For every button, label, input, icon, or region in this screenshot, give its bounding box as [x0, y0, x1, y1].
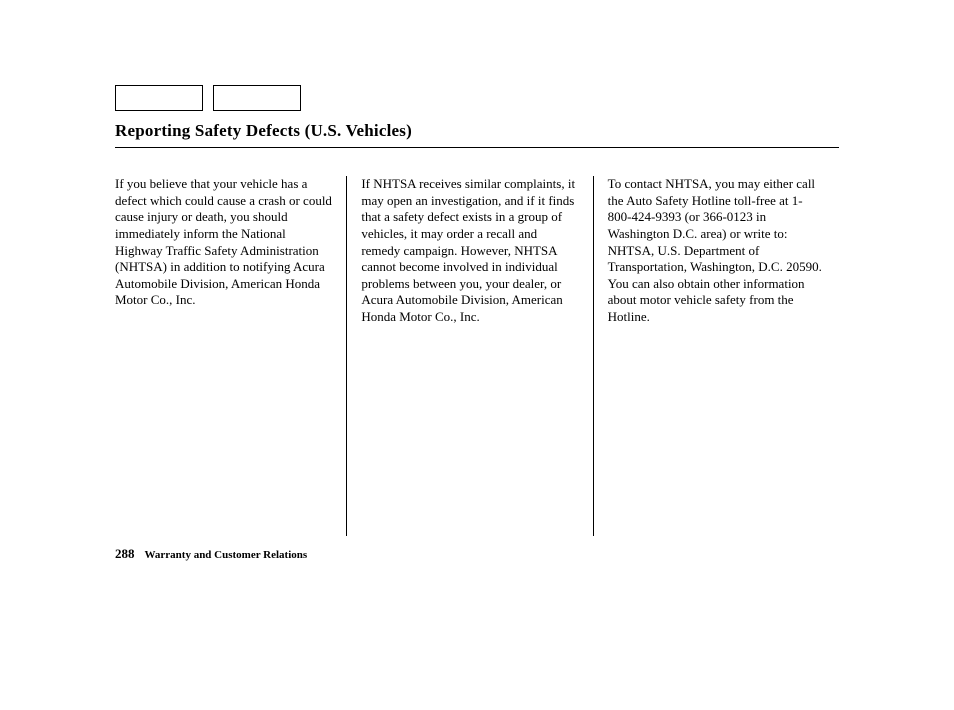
- header-box-2: [213, 85, 301, 111]
- title-row: Reporting Safety Defects (U.S. Vehicles): [115, 121, 839, 148]
- page-number: 288: [115, 546, 135, 562]
- page-footer: 288 Warranty and Customer Relations: [115, 546, 839, 562]
- page-title: Reporting Safety Defects (U.S. Vehicles): [115, 121, 839, 141]
- column-3: To contact NHTSA, you may either call th…: [593, 176, 839, 536]
- header-box-1: [115, 85, 203, 111]
- header-boxes: [115, 85, 839, 111]
- document-page: Reporting Safety Defects (U.S. Vehicles)…: [0, 0, 954, 562]
- column-1: If you believe that your vehicle has a d…: [115, 176, 346, 536]
- footer-section-label: Warranty and Customer Relations: [145, 549, 308, 561]
- column-2: If NHTSA receives similar com­plaints, i…: [346, 176, 592, 536]
- body-columns: If you believe that your vehicle has a d…: [115, 176, 839, 536]
